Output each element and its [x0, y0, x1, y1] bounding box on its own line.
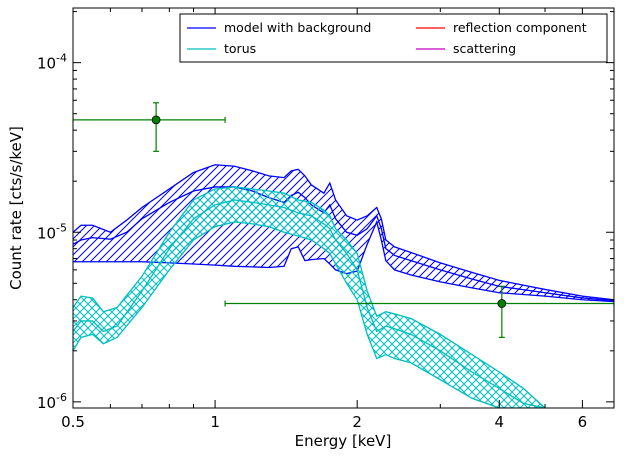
y-tick-label-exponent: -5 — [56, 221, 67, 234]
data-point-marker — [497, 299, 507, 308]
x-tick-label: 1 — [210, 413, 220, 431]
legend-box — [179, 13, 608, 63]
torus-middle-line — [73, 199, 546, 408]
y-tick-label: 10-4 — [37, 52, 67, 73]
y-tick-label: 10-5 — [37, 221, 67, 242]
data-point-1 — [73, 102, 226, 152]
plot-frame — [72, 7, 615, 409]
torus-lower-line — [73, 221, 546, 408]
x-tick-label: 2 — [352, 413, 362, 431]
model-upper-line — [73, 164, 614, 301]
legend-label-reflection: reflection component — [453, 20, 587, 35]
y-tick-label: 10-6 — [37, 391, 67, 412]
legend: model with background torus reflection c… — [179, 13, 608, 63]
legend-label-scattering: scattering — [453, 41, 516, 56]
data-point-marker — [151, 115, 161, 125]
y-tick-label-exponent: -6 — [56, 391, 67, 404]
series-layer — [73, 164, 614, 408]
y-tick-label-exponent: -4 — [56, 52, 67, 65]
legend-label-torus: torus — [224, 41, 256, 56]
x-tick-label: 6 — [578, 413, 588, 431]
y-axis-label: Count rate [cts/s/keV] — [7, 126, 25, 290]
data-points-layer — [73, 102, 614, 338]
x-axis-label: Energy [keV] — [295, 432, 392, 450]
legend-label-model: model with background — [224, 20, 371, 35]
torus-upper-line — [73, 186, 546, 408]
data-point-2 — [224, 285, 614, 338]
x-tick-label: 4 — [495, 413, 505, 431]
x-tick-label: 0.5 — [61, 413, 85, 431]
